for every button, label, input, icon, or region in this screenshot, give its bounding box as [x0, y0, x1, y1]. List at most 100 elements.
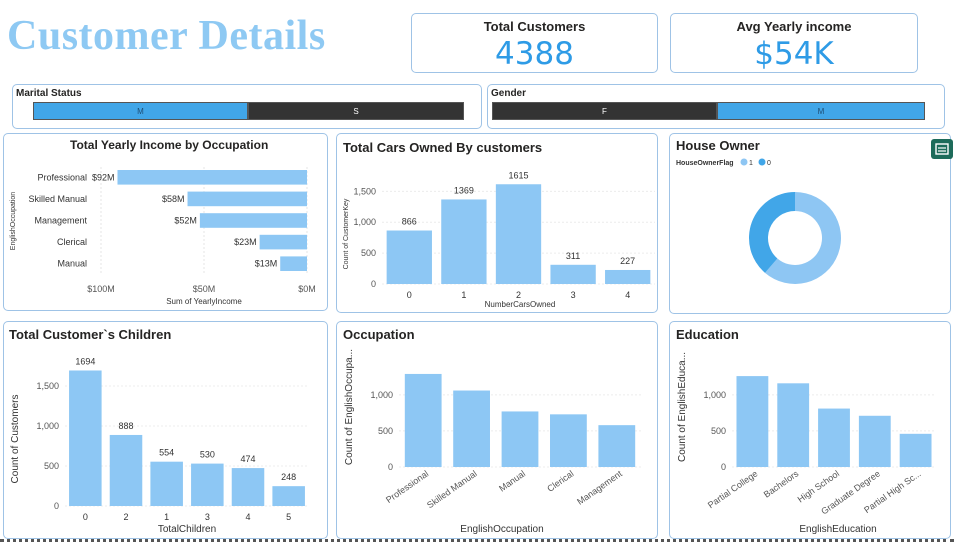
- house-legend-label: 1: [749, 160, 753, 167]
- cars-bar: [495, 184, 542, 284]
- income-bar: [117, 170, 307, 185]
- children-tick-label: 500: [44, 461, 59, 471]
- cars-chart: 0 500 1,000 1,500 866 0 1369 1 1615 2 311 3 227 4 Numb…: [343, 170, 655, 309]
- cars-value-label: 311: [566, 251, 580, 261]
- occupation-category-label: Skilled Manual: [425, 468, 479, 510]
- income-category-label: Professional: [37, 172, 87, 182]
- total-customers-label: Total Customers: [483, 19, 586, 34]
- children-category-label: 4: [245, 512, 250, 522]
- income-value-label: $13M: [255, 259, 278, 269]
- children-value-label: 1694: [75, 356, 95, 366]
- avg-income-label: Avg Yearly income: [736, 19, 852, 34]
- income-bar: [187, 191, 307, 207]
- cars-bar: [386, 230, 432, 284]
- income-value-label: $52M: [174, 216, 197, 226]
- cars-tick-label: 1,000: [353, 217, 376, 227]
- education-visual: Education 0 500 1,000 Partial College Bachel…: [669, 321, 951, 539]
- cars-bar: [441, 199, 487, 284]
- education-bar: [736, 376, 769, 467]
- cars-y-axis-title: Count of CustomerKey: [343, 198, 350, 269]
- occupation-bar: [501, 411, 539, 467]
- income-value-label: $58M: [162, 194, 185, 204]
- cars-bar: [605, 269, 651, 284]
- occupation-bar: [598, 425, 636, 467]
- gender-option-m[interactable]: M: [717, 102, 925, 120]
- income-tick-label: $50M: [193, 284, 216, 294]
- house-legend-title: HouseOwnerFlag: [676, 160, 734, 167]
- cars-value-label: 227: [620, 256, 635, 266]
- occupation-tick-label: 500: [378, 426, 393, 436]
- gender-option-f[interactable]: F: [492, 102, 717, 120]
- children-x-axis-title: TotalChildren: [158, 524, 216, 535]
- table-icon: [935, 143, 949, 155]
- income-category-label: Clerical: [57, 237, 87, 247]
- children-bar: [231, 468, 265, 506]
- house-legend-marker: [740, 158, 748, 166]
- customer-children-visual: Total Customer`s Children 0 500 1,000 1,500…: [3, 321, 328, 539]
- cars-tick-label: 500: [361, 248, 376, 258]
- house-slice-1: [765, 192, 841, 284]
- education-chart-title: Education: [676, 327, 739, 342]
- income-tick-label: $0M: [298, 284, 316, 294]
- education-bar: [858, 415, 891, 467]
- education-y-axis-title: Count of EnglishEduca...: [677, 352, 688, 462]
- occupation-x-axis-title: EnglishOccupation: [460, 524, 543, 535]
- marital-status-title: Marital Status: [16, 88, 82, 99]
- cars-category-label: 1: [461, 290, 466, 300]
- marital-option-m[interactable]: M: [33, 102, 248, 120]
- children-category-label: 0: [83, 512, 88, 522]
- education-bar: [818, 408, 850, 467]
- cars-category-label: 3: [571, 290, 576, 300]
- education-tick-label: 1,000: [703, 390, 726, 400]
- marital-option-s[interactable]: S: [248, 102, 464, 120]
- education-bar: [777, 383, 810, 467]
- income-category-label: Management: [34, 216, 87, 226]
- cars-category-label: 2: [516, 290, 521, 300]
- house-owner-visual: House Owner HouseOwnerFlag 1 0: [669, 133, 951, 314]
- cars-owned-visual: Total Cars Owned By customers 0 500 1,000 1…: [336, 133, 658, 313]
- occupation-category-label: Professional: [384, 468, 430, 505]
- cars-x-axis-title: NumberCarsOwned: [485, 300, 556, 309]
- house-legend-marker: [758, 158, 766, 166]
- total-customers-card: Total Customers 4388: [411, 13, 658, 73]
- children-tick-label: 1,500: [36, 381, 59, 391]
- education-tick-label: 0: [721, 462, 726, 472]
- occupation-bar: [550, 414, 587, 467]
- education-category-label: Partial College: [706, 468, 760, 510]
- house-chart-title: House Owner: [676, 138, 760, 153]
- children-category-label: 1: [164, 512, 169, 522]
- export-data-button[interactable]: [931, 139, 953, 159]
- cars-category-label: 0: [407, 290, 412, 300]
- cars-value-label: 866: [402, 217, 417, 227]
- occupation-category-label: Clerical: [545, 468, 575, 493]
- cars-bar: [550, 264, 596, 284]
- education-category-label: Bachelors: [762, 468, 801, 499]
- occupation-visual: Occupation 0 500 1,000 Professional Skilled …: [336, 321, 658, 539]
- house-slice-0: [749, 192, 795, 273]
- house-legend-label: 0: [767, 160, 771, 167]
- children-value-label: 530: [200, 450, 215, 460]
- gender-slicer: Gender F M: [487, 84, 945, 129]
- children-value-label: 554: [159, 448, 174, 458]
- occupation-bar: [453, 390, 490, 467]
- avg-income-value: $54K: [754, 36, 834, 72]
- page-bottom-border: [0, 539, 954, 542]
- children-y-axis-title: Count of Customers: [10, 395, 21, 484]
- page-title: Customer Details: [7, 13, 326, 59]
- income-by-occupation-visual: Total Yearly Income by Occupation $100M $…: [3, 133, 328, 311]
- income-value-label: $23M: [234, 237, 257, 247]
- income-bar: [259, 234, 307, 250]
- occupation-tick-label: 1,000: [370, 390, 393, 400]
- income-tick-label: $100M: [87, 284, 115, 294]
- children-bar: [272, 486, 305, 506]
- children-category-label: 3: [205, 512, 210, 522]
- income-bar: [280, 256, 307, 271]
- cars-tick-label: 0: [371, 279, 376, 289]
- children-tick-label: 1,000: [36, 421, 59, 431]
- children-chart: 0 500 1,000 1,500 1694 0 888 2 554 1 530 3 474 4 248 5 T…: [10, 356, 309, 535]
- education-x-axis-title: EnglishEducation: [799, 524, 876, 535]
- occupation-category-label: Management: [575, 468, 624, 507]
- gender-title: Gender: [491, 88, 527, 99]
- occupation-chart-title: Occupation: [343, 327, 415, 342]
